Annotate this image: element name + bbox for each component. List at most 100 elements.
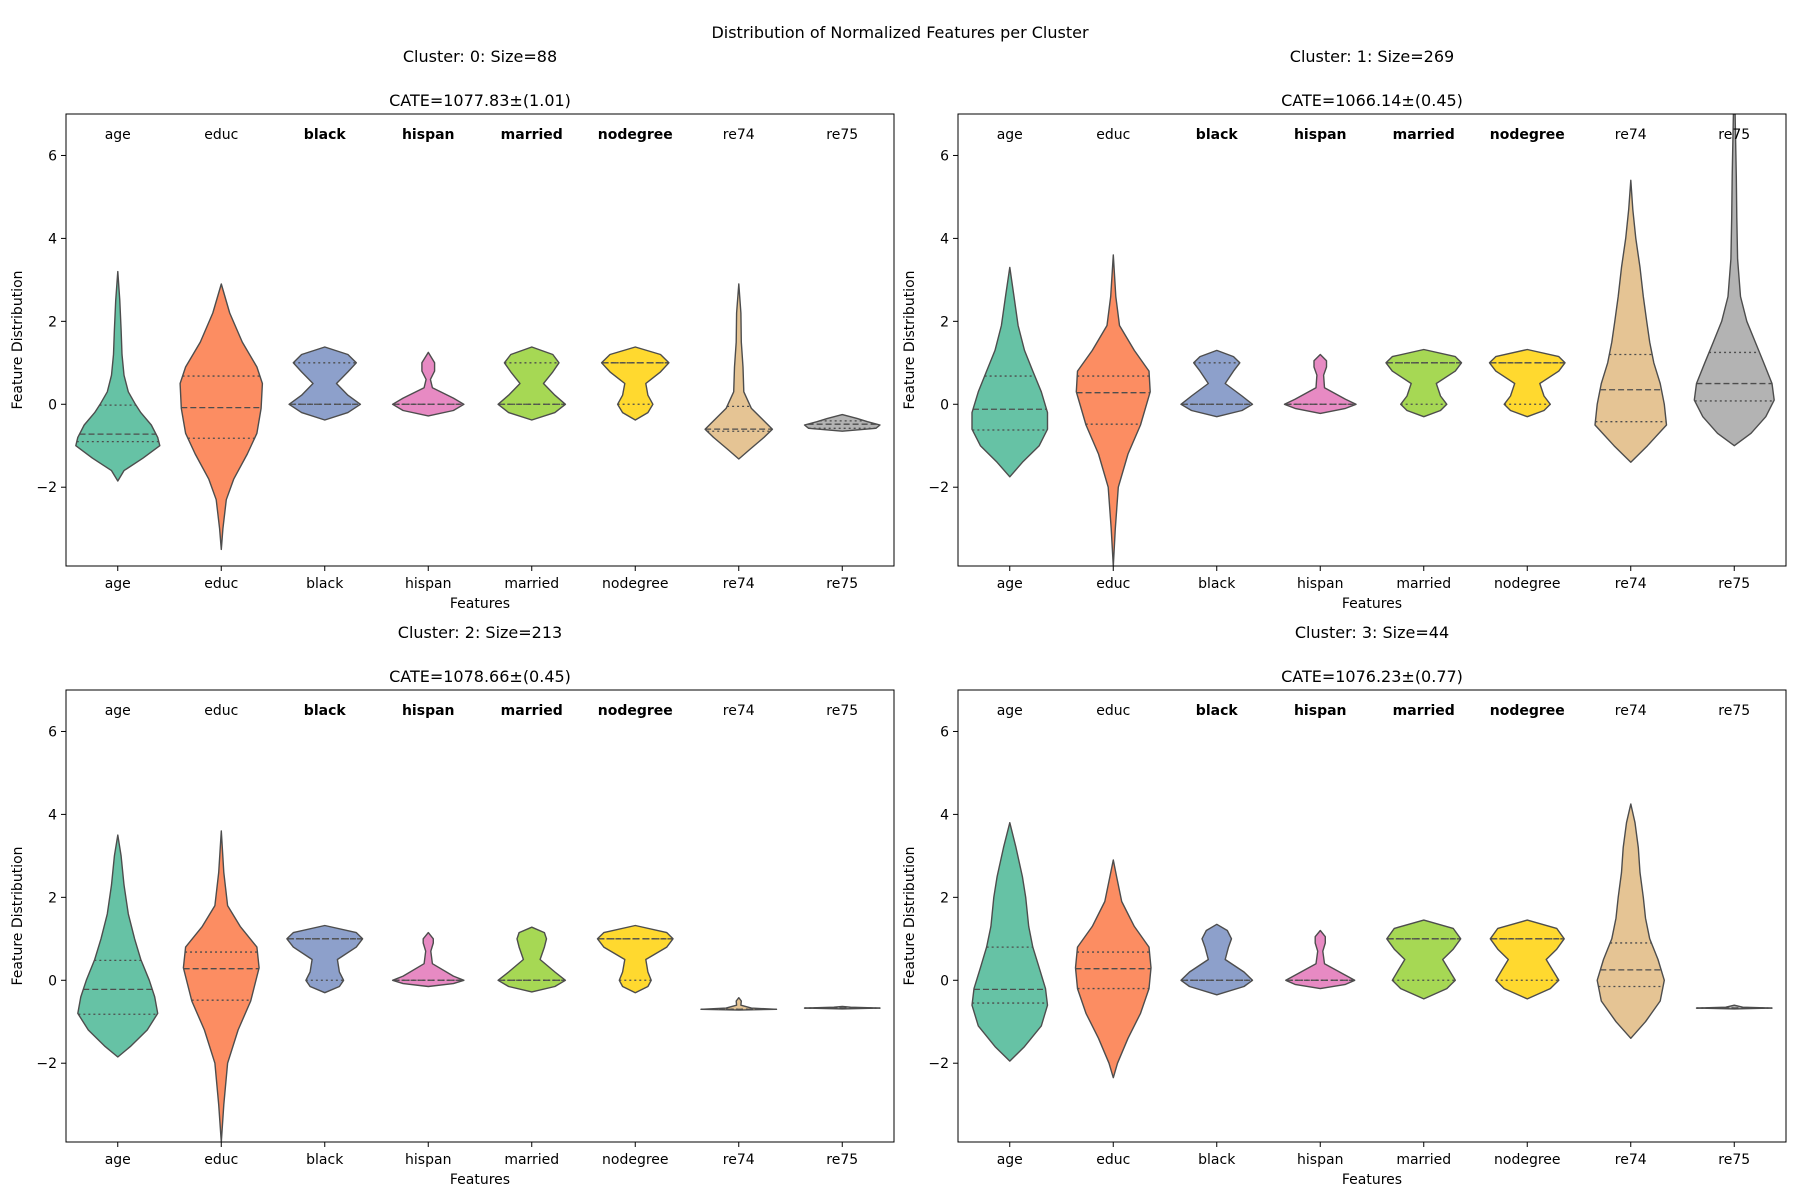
violin-black [288, 346, 362, 421]
y-tick-label: 4 [940, 807, 949, 823]
violin-age [971, 822, 1049, 1062]
y-tick-label: 2 [48, 314, 57, 330]
feature-annotation-re74: re74 [723, 703, 755, 719]
feature-annotation-re74: re74 [723, 127, 755, 143]
y-tick-label: 0 [940, 397, 949, 413]
violin-hispan [1283, 353, 1357, 415]
subplot-cate-subtitle: CATE=1076.23±(0.77) [1281, 667, 1463, 686]
feature-annotation-hispan: hispan [1294, 703, 1347, 719]
x-tick-label-re75: re75 [1718, 576, 1750, 592]
violin-married [497, 346, 567, 421]
y-tick-label: 4 [940, 231, 949, 247]
violin-black [286, 924, 364, 994]
y-tick-label: 6 [48, 148, 57, 164]
subplot-title: Cluster: 1: Size=269 [1290, 47, 1454, 66]
axes-frame [65, 113, 895, 567]
subplot-cate-subtitle: CATE=1066.14±(0.45) [1281, 91, 1463, 110]
feature-annotation-educ: educ [1096, 703, 1130, 719]
violin-age [75, 270, 161, 482]
violin-nodegree [596, 924, 674, 994]
subplot-title: Cluster: 0: Size=88 [403, 47, 557, 66]
feature-annotation-married: married [501, 703, 563, 719]
y-tick-label: −2 [36, 480, 57, 496]
violin-married [497, 926, 567, 993]
x-tick-label-nodegree: nodegree [1494, 1152, 1561, 1168]
feature-annotation-nodegree: nodegree [1490, 127, 1565, 143]
subplot-cate-subtitle: CATE=1078.66±(0.45) [389, 667, 571, 686]
feature-annotation-educ: educ [204, 127, 238, 143]
x-axis-label: Features [1342, 596, 1402, 612]
feature-annotation-hispan: hispan [402, 127, 455, 143]
feature-annotation-black: black [1196, 703, 1239, 719]
violin-hispan [1285, 929, 1356, 990]
y-tick-label: −2 [928, 1056, 949, 1072]
axes-frame [957, 113, 1787, 567]
feature-annotation-re74: re74 [1615, 703, 1647, 719]
x-tick-label-married: married [1396, 576, 1451, 592]
feature-annotation-re75: re75 [826, 703, 858, 719]
y-axis-label: Feature Distribution [10, 846, 26, 985]
feature-annotation-married: married [501, 127, 563, 143]
y-tick-label: 4 [48, 807, 57, 823]
x-tick-label-black: black [1198, 576, 1236, 592]
x-tick-label-hispan: hispan [405, 1152, 451, 1168]
x-tick-label-age: age [105, 576, 131, 592]
subplot-1: Cluster: 1: Size=269 CATE=1066.14±(0.45) −… [902, 47, 1787, 612]
feature-annotation-re75: re75 [826, 127, 858, 143]
violin-black [1180, 349, 1254, 418]
feature-annotation-nodegree: nodegree [598, 703, 673, 719]
violin-re74 [704, 283, 774, 460]
y-tick-label: 0 [48, 397, 57, 413]
feature-annotation-age: age [997, 703, 1023, 719]
feature-annotation-re75: re75 [1718, 703, 1750, 719]
feature-annotation-black: black [304, 703, 347, 719]
y-tick-label: −2 [928, 480, 949, 496]
feature-annotation-re74: re74 [1615, 127, 1647, 143]
x-tick-label-hispan: hispan [1297, 1152, 1343, 1168]
feature-annotation-re75: re75 [1718, 127, 1750, 143]
x-axis-label: Features [1342, 1172, 1402, 1188]
violin-hispan [391, 931, 465, 988]
violin-hispan [391, 351, 465, 417]
subplot-2: Cluster: 2: Size=213 CATE=1078.66±(0.45) −… [10, 623, 895, 1188]
x-tick-label-hispan: hispan [405, 576, 451, 592]
feature-annotation-black: black [304, 127, 347, 143]
y-tick-label: 0 [940, 973, 949, 989]
violin-married [1385, 348, 1463, 418]
y-tick-label: 6 [940, 724, 949, 740]
violin-educ [179, 283, 264, 551]
feature-annotation-hispan: hispan [402, 703, 455, 719]
x-tick-label-age: age [997, 576, 1023, 592]
subplot-3: Cluster: 3: Size=44 CATE=1076.23±(0.77) −2… [902, 623, 1787, 1188]
y-tick-label: 2 [48, 890, 57, 906]
y-axis-label: Feature Distribution [10, 270, 26, 409]
feature-annotation-black: black [1196, 127, 1239, 143]
axes-frame [65, 689, 895, 1143]
x-tick-label-black: black [306, 1152, 344, 1168]
violin-educ [1075, 254, 1151, 566]
violin-group [77, 830, 881, 1142]
x-axis-label: Features [450, 596, 510, 612]
x-tick-label-educ: educ [1096, 576, 1130, 592]
x-tick-label-educ: educ [204, 1152, 238, 1168]
x-tick-label-age: age [997, 1152, 1023, 1168]
feature-annotation-hispan: hispan [1294, 127, 1347, 143]
feature-annotation-married: married [1393, 703, 1455, 719]
feature-annotation-nodegree: nodegree [598, 127, 673, 143]
x-tick-label-black: black [306, 576, 344, 592]
violin-nodegree [600, 346, 670, 421]
x-tick-label-married: married [1396, 1152, 1451, 1168]
feature-annotation-educ: educ [204, 703, 238, 719]
x-tick-label-nodegree: nodegree [602, 576, 669, 592]
y-tick-label: 6 [940, 148, 949, 164]
subplot-title: Cluster: 3: Size=44 [1295, 623, 1449, 642]
violin-age [77, 834, 159, 1058]
x-tick-label-hispan: hispan [1297, 576, 1343, 592]
x-tick-label-married: married [504, 1152, 559, 1168]
y-tick-label: 6 [48, 724, 57, 740]
violin-re74 [700, 997, 778, 1011]
y-tick-label: −2 [36, 1056, 57, 1072]
feature-annotation-age: age [105, 127, 131, 143]
y-axis-label: Feature Distribution [902, 846, 918, 985]
x-tick-label-black: black [1198, 1152, 1236, 1168]
